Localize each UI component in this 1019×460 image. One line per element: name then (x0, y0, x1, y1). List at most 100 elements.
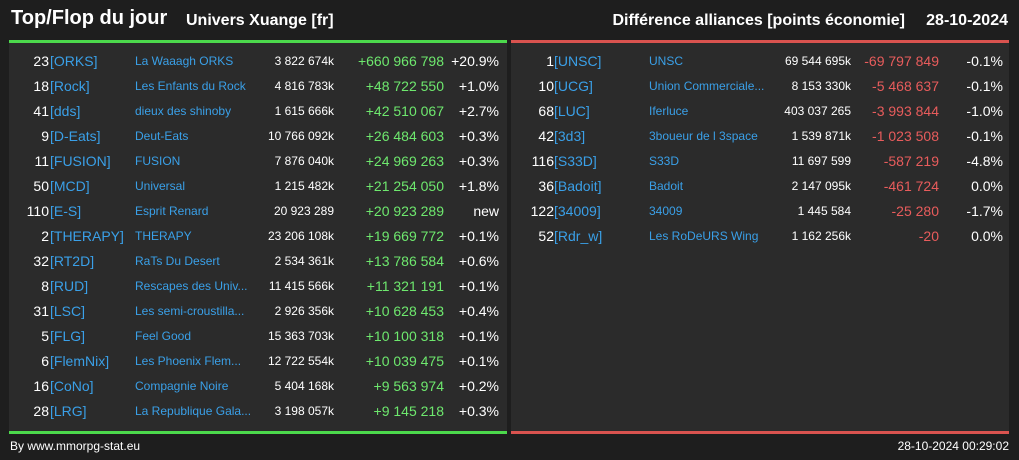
alliance-name-link[interactable]: RaTs Du Desert (135, 254, 220, 268)
points-difference: +11 321 191 (366, 278, 444, 294)
alliance-points: 5 404 168k (274, 379, 334, 393)
alliance-name-link[interactable]: La Waaagh ORKS (135, 54, 234, 68)
alliance-row: 110 [E-S] Esprit Renard 20 923 289 +20 923 2… (9, 199, 507, 224)
alliance-points: 7 876 040k (274, 154, 334, 168)
alliance-tag-link[interactable]: [Badoit] (554, 178, 602, 194)
rank-number: 16 (33, 378, 49, 394)
rank-number: 116 (531, 153, 554, 169)
alliance-tag-link[interactable]: [CoNo] (50, 378, 94, 394)
percent-change: -1.0% (966, 103, 1003, 119)
alliance-points: 11 415 566k (268, 279, 334, 293)
alliance-points: 3 198 057k (274, 404, 334, 418)
alliance-tag-link[interactable]: [E-S] (50, 203, 82, 219)
points-difference: +26 484 603 (365, 128, 444, 144)
points-difference: -20 (918, 228, 939, 244)
points-difference: -3 993 844 (872, 103, 939, 119)
alliance-name-link[interactable]: Les Enfants du Rock (135, 79, 246, 93)
alliance-row: 32 [RT2D] RaTs Du Desert 2 534 361k +13 786 … (9, 249, 507, 274)
percent-change: -0.1% (966, 128, 1003, 144)
rank-number: 1 (546, 53, 554, 69)
alliance-tag-link[interactable]: [Rock] (50, 78, 90, 94)
percent-change: +1.0% (458, 78, 499, 94)
alliance-points: 403 037 265 (784, 104, 851, 118)
alliance-tag-link[interactable]: [34009] (554, 203, 601, 219)
alliance-name-link[interactable]: Compagnie Noire (135, 379, 229, 393)
alliance-tag-link[interactable]: [LRG] (50, 403, 87, 419)
alliance-points: 1 615 666k (274, 104, 334, 118)
alliance-row: 8 [RUD] Rescapes des Univ... 11 415 566k +11… (9, 274, 507, 299)
alliance-name-link[interactable]: Les Phoenix Flem... (135, 354, 242, 368)
alliance-row: 52 [Rdr_w] Les RoDeURS Wing 1 162 256k -20 0.… (511, 224, 1009, 249)
points-difference: -1 023 508 (872, 128, 939, 144)
page-title: Top/Flop du jour (11, 7, 168, 29)
alliance-points: 1 539 871k (791, 129, 851, 143)
percent-change: 0.0% (971, 178, 1003, 194)
alliance-tag-link[interactable]: [LSC] (50, 303, 86, 319)
alliance-points: 2 534 361k (274, 254, 334, 268)
alliance-tag-link[interactable]: [S33D] (554, 153, 597, 169)
alliance-name-link[interactable]: THERAPY (135, 229, 192, 243)
alliance-tag-link[interactable]: [UCG] (554, 78, 593, 94)
alliance-tag-link[interactable]: [Rdr_w] (554, 228, 603, 244)
alliance-tag-link[interactable]: [ORKS] (50, 53, 98, 69)
alliance-points: 69 544 695k (784, 54, 851, 68)
alliance-tag-link[interactable]: [MCD] (50, 178, 90, 194)
alliance-row: 9 [D-Eats] Deut-Eats 10 766 092k +26 484 603… (9, 124, 507, 149)
percent-change: +0.6% (458, 253, 499, 269)
alliance-tag-link[interactable]: [FLG] (50, 328, 86, 344)
flop-panel-bottom-bar (511, 431, 1009, 434)
alliance-name-link[interactable]: La Republique Gala... (135, 404, 252, 418)
rank-number: 18 (33, 78, 49, 94)
alliance-name-link[interactable]: Esprit Renard (135, 204, 209, 218)
alliance-tag-link[interactable]: [RT2D] (50, 253, 95, 269)
percent-change: -4.8% (966, 153, 1003, 169)
alliance-points: 3 822 674k (274, 54, 334, 68)
alliance-points: 23 206 108k (267, 229, 334, 243)
rank-number: 68 (538, 103, 554, 119)
percent-change: -1.7% (966, 203, 1003, 219)
alliance-name-link[interactable]: Les semi-croustilla... (135, 304, 245, 318)
alliance-name-link[interactable]: Universal (135, 179, 186, 193)
alliance-row: 2 [THERAPY] THERAPY 23 206 108k +19 669 772 +… (9, 224, 507, 249)
flop-list: 1 [UNSC] UNSC 69 544 695k -69 797 849 -0.1% 10… (511, 49, 1009, 249)
percent-change: +0.1% (458, 353, 499, 369)
rank-number: 2 (41, 228, 49, 244)
alliance-points: 15 363 703k (267, 329, 334, 343)
header: Top/Flop du jour Univers Xuange [fr] Dif… (0, 0, 1019, 40)
alliance-name-link[interactable]: Deut-Eats (135, 129, 189, 143)
alliance-tag-link[interactable]: [FlemNix] (50, 353, 110, 369)
alliance-name-link[interactable]: Rescapes des Univ... (135, 279, 248, 293)
alliance-points: 1 162 256k (791, 229, 851, 243)
points-difference: +42 510 067 (365, 103, 444, 119)
alliance-tag-link[interactable]: [FUSION] (50, 153, 111, 169)
points-difference: +19 669 772 (365, 228, 444, 244)
alliance-points: 8 153 330k (791, 79, 851, 93)
alliance-points: 20 923 289 (273, 204, 334, 218)
alliance-tag-link[interactable]: [dds] (50, 103, 81, 119)
points-difference: +20 923 289 (365, 203, 444, 219)
alliance-name-link[interactable]: Feel Good (135, 329, 192, 343)
alliance-tag-link[interactable]: [UNSC] (554, 53, 602, 69)
alliance-name-link[interactable]: dieux des shinoby (135, 104, 232, 118)
alliance-row: 16 [CoNo] Compagnie Noire 5 404 168k +9 563 … (9, 374, 507, 399)
alliance-points: 1 215 482k (274, 179, 334, 193)
alliance-tag-link[interactable]: [3d3] (554, 128, 586, 144)
rank-number: 23 (33, 53, 49, 69)
rank-number: 6 (41, 353, 49, 369)
rank-number: 50 (33, 178, 49, 194)
alliance-tag-link[interactable]: [LUC] (554, 103, 590, 119)
footer-timestamp: 28-10-2024 00:29:02 (897, 439, 1009, 453)
alliance-points: 12 722 554k (267, 354, 334, 368)
alliance-name-link[interactable]: FUSION (135, 154, 181, 168)
alliance-tag-link[interactable]: [D-Eats] (50, 128, 101, 144)
points-difference: -25 280 (891, 203, 939, 219)
alliance-tag-link[interactable]: [RUD] (50, 278, 89, 294)
top-list: 23 [ORKS] La Waaagh ORKS 3 822 674k +660 966… (9, 49, 507, 424)
alliance-tag-link[interactable]: [THERAPY] (50, 228, 124, 244)
alliance-row: 6 [FlemNix] Les Phoenix Flem... 12 722 554k… (9, 349, 507, 374)
rank-number: 5 (41, 328, 49, 344)
alliance-row: 28 [LRG] La Republique Gala... 3 198 057k +9… (9, 399, 507, 424)
alliance-row: 11 [FUSION] FUSION 7 876 040k +24 969 263 +0.… (9, 149, 507, 174)
points-difference: +9 563 974 (373, 378, 444, 394)
alliance-points: 10 766 092k (267, 129, 334, 143)
